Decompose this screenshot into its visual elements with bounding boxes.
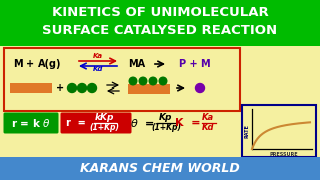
Text: SURFACE CATALYSED REACTION: SURFACE CATALYSED REACTION (43, 24, 277, 37)
Circle shape (68, 84, 76, 93)
Text: KINETICS OF UNIMOLECULAR: KINETICS OF UNIMOLECULAR (52, 6, 268, 19)
Text: MA: MA (128, 59, 146, 69)
Text: KARANS CHEM WORLD: KARANS CHEM WORLD (80, 163, 240, 175)
Circle shape (149, 77, 157, 85)
Bar (0, 157, 320, 180)
Text: RATE: RATE (244, 124, 250, 138)
Bar (10, 83, 52, 93)
Circle shape (196, 84, 204, 93)
Bar (4, 48, 240, 111)
Text: Ka: Ka (202, 114, 214, 123)
Bar (128, 84, 170, 94)
Circle shape (139, 77, 147, 85)
Text: A(g): A(g) (38, 59, 62, 69)
FancyBboxPatch shape (4, 112, 59, 134)
Text: K  =: K = (175, 118, 201, 128)
Bar (0, 0, 320, 46)
Text: Ka: Ka (93, 53, 103, 59)
Text: PRESSURE: PRESSURE (270, 152, 298, 156)
Text: (1+Kp): (1+Kp) (151, 123, 181, 132)
Text: r = k $\theta$: r = k $\theta$ (11, 117, 51, 129)
Text: Kd: Kd (202, 123, 214, 132)
Circle shape (77, 84, 86, 93)
Bar (242, 105, 316, 157)
Circle shape (129, 77, 137, 85)
Text: P + M: P + M (179, 59, 211, 69)
Circle shape (87, 84, 97, 93)
Text: Kp: Kp (159, 114, 173, 123)
Circle shape (159, 77, 167, 85)
FancyBboxPatch shape (60, 112, 132, 134)
Text: r  =: r = (66, 118, 86, 128)
Text: (1+Kp): (1+Kp) (89, 123, 119, 132)
Text: $\theta$  =: $\theta$ = (130, 117, 154, 129)
Text: +: + (26, 59, 34, 69)
Text: Kd: Kd (93, 66, 103, 72)
Text: kKp: kKp (94, 114, 114, 123)
Text: +: + (56, 83, 64, 93)
Text: M: M (13, 59, 23, 69)
